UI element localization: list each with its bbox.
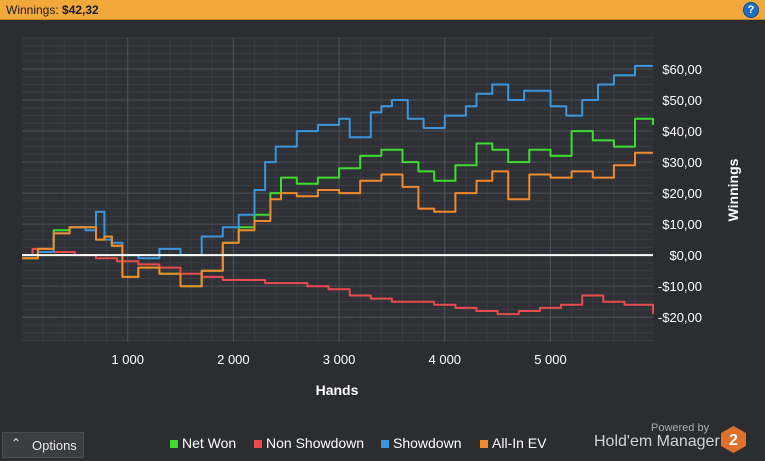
winnings-chart: 1 000 2 000 3 000 4 000 5 000 -$20,00 -$10,00…	[22, 37, 741, 398]
chevron-up-icon: ⌃	[11, 436, 22, 450]
y-tick-label: -$10,00	[658, 279, 702, 294]
x-axis-title: Hands	[316, 382, 359, 398]
series-layer	[22, 64, 654, 316]
brand-name: Hold'em Manager	[594, 433, 720, 450]
legend-swatch	[170, 440, 178, 448]
y-tick-label: $20,00	[662, 186, 702, 201]
powered-by-text: Powered by	[651, 422, 710, 434]
series-line-showdown	[22, 64, 653, 260]
x-tick-label: 2 000	[217, 352, 250, 367]
series-line-all-in-ev	[22, 151, 653, 288]
y-tick-label: $10,00	[662, 217, 702, 232]
legend-label: Net Won	[182, 435, 237, 451]
options-label: Options	[32, 438, 77, 453]
y-axis-title: Winnings	[725, 158, 741, 221]
title-bar: Winnings: $42,32 ?	[0, 0, 765, 20]
series-line-non-showdown	[22, 247, 654, 316]
hem2-logo-icon: 2	[721, 426, 746, 453]
options-button[interactable]: ⌃ Options	[2, 432, 84, 458]
winnings-value: $42,32	[62, 3, 99, 17]
legend-label: Non Showdown	[266, 435, 365, 451]
y-tick-label: $30,00	[662, 155, 702, 170]
legend-label: Showdown	[393, 435, 462, 451]
y-tick-label: $50,00	[662, 93, 702, 108]
x-tick-label: 3 000	[323, 352, 356, 367]
x-tick-label: 1 000	[111, 352, 144, 367]
winnings-label: Winnings:	[6, 3, 59, 17]
svg-text:2: 2	[729, 432, 738, 449]
legend-swatch	[254, 440, 262, 448]
help-icon[interactable]: ?	[743, 2, 759, 18]
x-axis-ticks: 1 000 2 000 3 000 4 000 5 000	[111, 352, 566, 367]
winnings-summary: Winnings: $42,32	[6, 3, 99, 17]
x-tick-label: 4 000	[429, 352, 462, 367]
y-tick-label: -$20,00	[658, 310, 702, 325]
y-tick-label: $60,00	[662, 62, 702, 77]
legend-swatch	[480, 440, 488, 448]
legend-swatch	[381, 440, 389, 448]
legend-label: All-In EV	[492, 435, 547, 451]
y-tick-label: $40,00	[662, 124, 702, 139]
x-tick-label: 5 000	[534, 352, 567, 367]
y-axis-ticks: -$20,00 -$10,00 $0,00 $10,00 $20,00 $30,00 $40…	[658, 62, 702, 325]
y-tick-label: $0,00	[669, 248, 702, 263]
